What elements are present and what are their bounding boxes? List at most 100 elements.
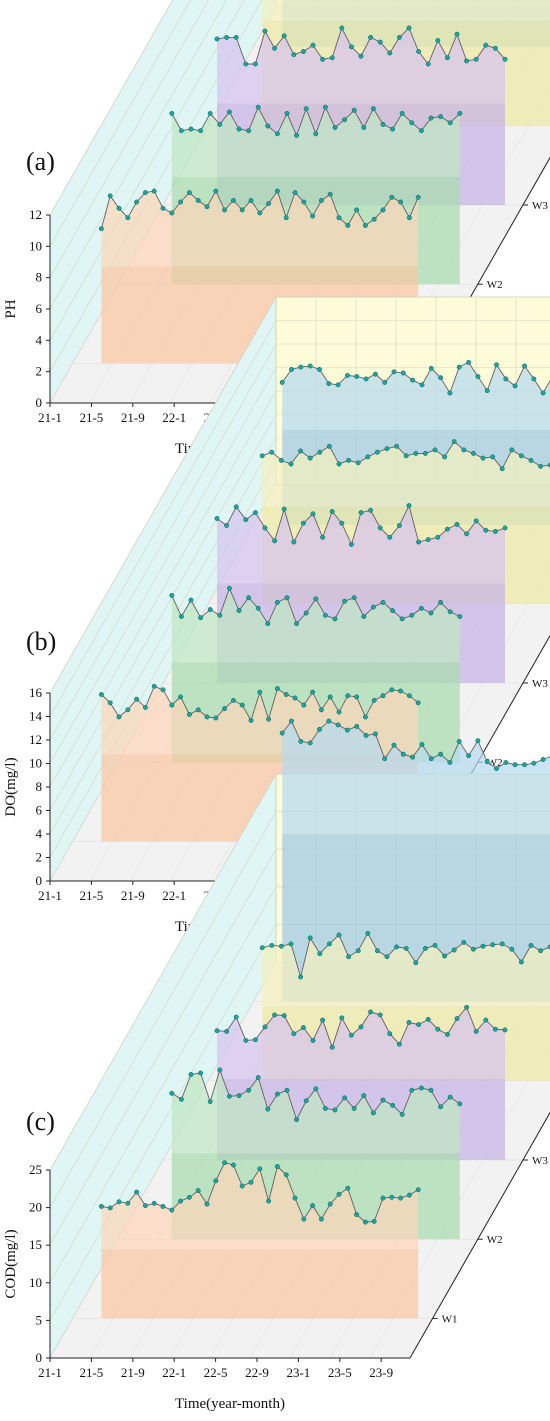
- data-point: [346, 457, 352, 463]
- data-point: [327, 1201, 333, 1207]
- data-point: [425, 537, 431, 543]
- data-point: [226, 1093, 232, 1099]
- data-point: [186, 1194, 192, 1200]
- data-point: [438, 1104, 444, 1110]
- data-point: [317, 367, 322, 372]
- data-point: [233, 504, 239, 510]
- data-point: [283, 215, 289, 221]
- data-point: [345, 693, 351, 699]
- series-area: [262, 441, 550, 507]
- data-point: [339, 25, 345, 31]
- data-point: [274, 686, 280, 692]
- data-point: [294, 1117, 300, 1123]
- data-point: [410, 377, 416, 383]
- data-point: [329, 1044, 335, 1050]
- y-tick-label: 15: [29, 1237, 42, 1252]
- data-point: [207, 1099, 213, 1105]
- data-point: [151, 188, 157, 194]
- data-point: [396, 1041, 402, 1047]
- data-point: [281, 33, 287, 39]
- data-point: [169, 1207, 175, 1213]
- data-point: [322, 612, 328, 618]
- data-point: [303, 610, 309, 616]
- y-tick-label: 10: [29, 756, 42, 771]
- data-point: [372, 731, 378, 737]
- data-point: [169, 702, 175, 708]
- data-point: [178, 1198, 184, 1204]
- y-tick-label: 10: [29, 1275, 42, 1290]
- y-axis-label: COD(mg/l): [3, 1229, 19, 1298]
- data-point: [499, 941, 505, 947]
- data-point: [198, 128, 204, 134]
- data-point: [292, 190, 298, 196]
- series-area: [171, 107, 460, 177]
- y-tick-label: 5: [36, 1312, 43, 1327]
- y-tick-label: 25: [29, 1162, 42, 1177]
- data-point: [368, 1009, 374, 1015]
- data-point: [298, 364, 304, 370]
- data-point: [303, 1098, 309, 1104]
- data-point: [419, 382, 425, 388]
- data-point: [236, 126, 242, 132]
- data-point: [226, 109, 232, 115]
- data-point: [435, 1026, 441, 1032]
- series-area: [217, 505, 505, 584]
- data-point: [178, 199, 184, 205]
- data-point: [213, 715, 219, 721]
- depth-label: W3: [532, 200, 548, 212]
- data-point: [335, 382, 341, 388]
- depth-label: W3: [532, 678, 548, 690]
- data-point: [454, 1016, 460, 1022]
- data-point: [415, 700, 421, 706]
- series-W1: [98, 188, 421, 364]
- series-area: [171, 1070, 460, 1154]
- x-tick-label: 21-9: [121, 1365, 145, 1380]
- x-tick-label: 22-1: [162, 1365, 186, 1380]
- data-point: [281, 1013, 287, 1019]
- data-point: [317, 726, 322, 732]
- data-point: [344, 727, 350, 733]
- data-point: [327, 694, 333, 700]
- data-point: [214, 516, 220, 521]
- data-point: [289, 367, 294, 372]
- data-point: [107, 193, 113, 199]
- data-point: [248, 717, 254, 723]
- data-point: [222, 706, 228, 712]
- data-point: [457, 1101, 463, 1107]
- data-point: [204, 1201, 210, 1207]
- y-tick-label: 2: [36, 850, 43, 865]
- data-point: [243, 61, 249, 67]
- data-point: [317, 449, 323, 455]
- data-point: [348, 1032, 354, 1038]
- series-W1: [98, 1160, 421, 1319]
- data-point: [332, 1107, 338, 1113]
- data-point: [326, 718, 332, 724]
- x-tick-label: 23-9: [369, 1365, 393, 1380]
- data-point: [243, 517, 249, 523]
- depth-label: W2: [487, 1234, 503, 1246]
- data-point: [413, 450, 419, 456]
- series-area: [262, 933, 550, 1007]
- data-point: [451, 439, 457, 445]
- data-point: [416, 49, 422, 54]
- data-point: [283, 1172, 289, 1178]
- data-point: [233, 1014, 239, 1020]
- data-point: [252, 1037, 258, 1043]
- data-point: [389, 1194, 395, 1200]
- data-point: [475, 738, 481, 744]
- data-point: [447, 120, 453, 126]
- data-point: [390, 1102, 396, 1108]
- x-tick-label: 21-1: [38, 888, 62, 903]
- data-point: [480, 455, 486, 461]
- y-tick-label: 4: [36, 826, 43, 841]
- y-tick-label: 4: [36, 332, 43, 347]
- data-point: [351, 595, 357, 601]
- data-point: [409, 612, 415, 618]
- grid-line: [49, 0, 191, 247]
- data-point: [362, 1219, 368, 1225]
- data-point: [214, 1028, 220, 1034]
- data-point: [326, 381, 332, 387]
- data-point: [473, 56, 479, 62]
- series-area: [262, 0, 550, 21]
